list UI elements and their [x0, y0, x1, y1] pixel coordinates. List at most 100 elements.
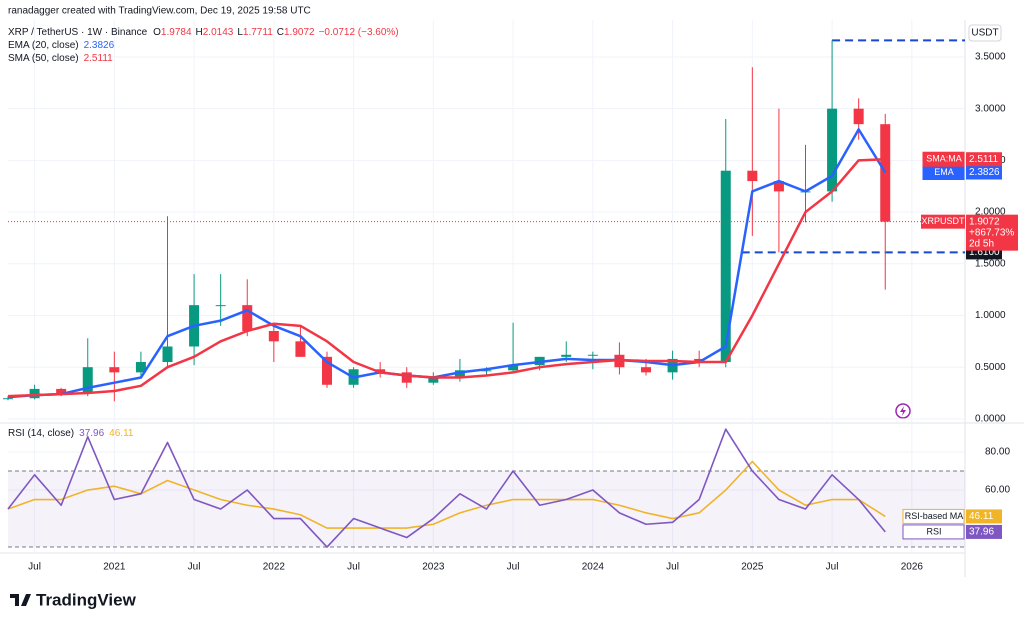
- last-price-value: 1.9072: [969, 216, 1000, 227]
- y-tick-label: 2.0000: [975, 207, 1006, 218]
- x-tick-label: Jul: [188, 562, 201, 573]
- ohlc-label: C: [277, 27, 284, 38]
- candle-body: [3, 398, 13, 400]
- ohlc-value: 1.7711: [243, 27, 273, 38]
- tag-name: EMA: [934, 167, 954, 177]
- alert-icon[interactable]: [895, 403, 911, 419]
- tag-name-box: [902, 508, 965, 524]
- alert-bolt[interactable]: [900, 406, 906, 416]
- candle-body: [82, 367, 93, 394]
- symbol-legend: XRP / TetherUS · 1W · Binance O1.9784 H2.0…: [8, 27, 399, 38]
- tag-value-box: [966, 509, 1002, 524]
- candle-body: [880, 124, 891, 222]
- tag-value: 37.96: [969, 527, 994, 538]
- candle-body: [827, 108, 838, 192]
- x-tick-label: Jul: [826, 562, 839, 573]
- candle-body: [481, 370, 492, 372]
- x-tick-label: Jul: [28, 562, 41, 573]
- candle-body: [720, 170, 731, 363]
- tag-name: RSI: [926, 526, 941, 536]
- series-line: [7, 460, 886, 529]
- y-tick-label: 0.0000: [975, 414, 1006, 425]
- indicator-value: 2.3826: [84, 40, 115, 51]
- last-price-name: XRPUSDT: [921, 216, 965, 226]
- candle-body: [454, 370, 465, 378]
- candle-body: [773, 181, 784, 192]
- tag-name-box: [902, 524, 965, 540]
- tag-value-box: [966, 524, 1002, 539]
- candle-body: [135, 362, 146, 373]
- candle-body: [641, 367, 651, 373]
- candle-body: [853, 108, 864, 125]
- y-tick-label: 80.00: [985, 447, 1010, 458]
- x-tick-label: 2021: [103, 562, 126, 573]
- y-tick-label: 1.5000: [975, 258, 1006, 269]
- indicator-name: SMA (50, close): [8, 53, 79, 64]
- last-price-box: [966, 214, 1018, 251]
- x-tick-label: 2025: [741, 562, 764, 573]
- unit-label: USDT: [971, 28, 998, 39]
- ohlc-value: 2.0143: [203, 27, 234, 38]
- logo-text: TradingView: [36, 590, 137, 609]
- y-tick-label: 3.0000: [975, 103, 1006, 114]
- alert-circle[interactable]: [895, 403, 911, 419]
- tag-name: RSI-based MA: [905, 511, 964, 521]
- rsi-title: RSI (14, close): [8, 428, 74, 439]
- ohlc-value: 1.9784: [161, 27, 192, 38]
- candle-body: [29, 388, 40, 399]
- series-line: [7, 157, 886, 398]
- x-tick-label: Jul: [666, 562, 679, 573]
- level-label: 1.6100: [969, 247, 1000, 258]
- tag-name-box: [922, 151, 965, 167]
- x-tick-label: 2024: [582, 562, 605, 573]
- indicator-legend: SMA (50, close) 2.5111: [8, 53, 113, 64]
- candle-body: [56, 388, 67, 394]
- x-tick-label: 2022: [263, 562, 286, 573]
- y-tick-label: 1.0000: [975, 310, 1006, 321]
- tag-value: 46.11: [969, 511, 994, 522]
- candle-body: [109, 367, 120, 373]
- candle-body: [428, 377, 439, 383]
- last-price-countdown: 2d 5h: [969, 238, 994, 249]
- rsi-legend: RSI (14, close) 37.96 46.11: [8, 428, 134, 439]
- x-tick-label: 2023: [422, 562, 445, 573]
- x-tick-label: 2026: [901, 562, 924, 573]
- tag-value-box: [966, 165, 1002, 180]
- rsi-value: 37.96: [79, 428, 104, 439]
- candle-body: [694, 358, 705, 363]
- unit-box: [968, 24, 1002, 42]
- ohlc-label: O: [153, 27, 161, 38]
- series-line: [7, 128, 887, 399]
- candle-body: [322, 356, 332, 385]
- last-price-change: +867.73%: [969, 227, 1014, 238]
- candle-body: [295, 341, 306, 357]
- tag-value: 2.5111: [969, 154, 999, 165]
- candle-body: [162, 346, 173, 363]
- rsi-value: 46.11: [109, 428, 134, 439]
- candle-body: [401, 372, 412, 383]
- logo-mark: [10, 594, 31, 606]
- x-tick-label: Jul: [347, 562, 360, 573]
- logo: TradingView: [10, 590, 137, 609]
- y-tick-label: 0.5000: [975, 362, 1006, 373]
- credit: ranadagger created with TradingView.com,…: [8, 6, 311, 17]
- tag-name: SMA:MA: [926, 154, 962, 164]
- tag-value-box: [966, 152, 1002, 167]
- x-tick-label: Jul: [507, 562, 520, 573]
- tag-value: 2.3826: [969, 167, 1000, 178]
- ohlc-label: L: [237, 27, 243, 38]
- indicator-name: EMA (20, close): [8, 40, 79, 51]
- ohlc-change: −0.0712 (−3.60%): [319, 27, 399, 38]
- last-price-name-box: [921, 214, 965, 229]
- candle-body: [747, 170, 758, 182]
- candle-body: [587, 354, 598, 356]
- series-line: [7, 428, 886, 548]
- ohlc-value: 1.9072: [284, 27, 315, 38]
- y-tick-label: 3.5000: [975, 52, 1006, 63]
- candle-body: [215, 305, 226, 307]
- symbol: XRP / TetherUS · 1W · Binance: [8, 27, 148, 38]
- candle-body: [242, 305, 253, 331]
- candle-body: [561, 354, 572, 357]
- ohlc-label: H: [196, 27, 203, 38]
